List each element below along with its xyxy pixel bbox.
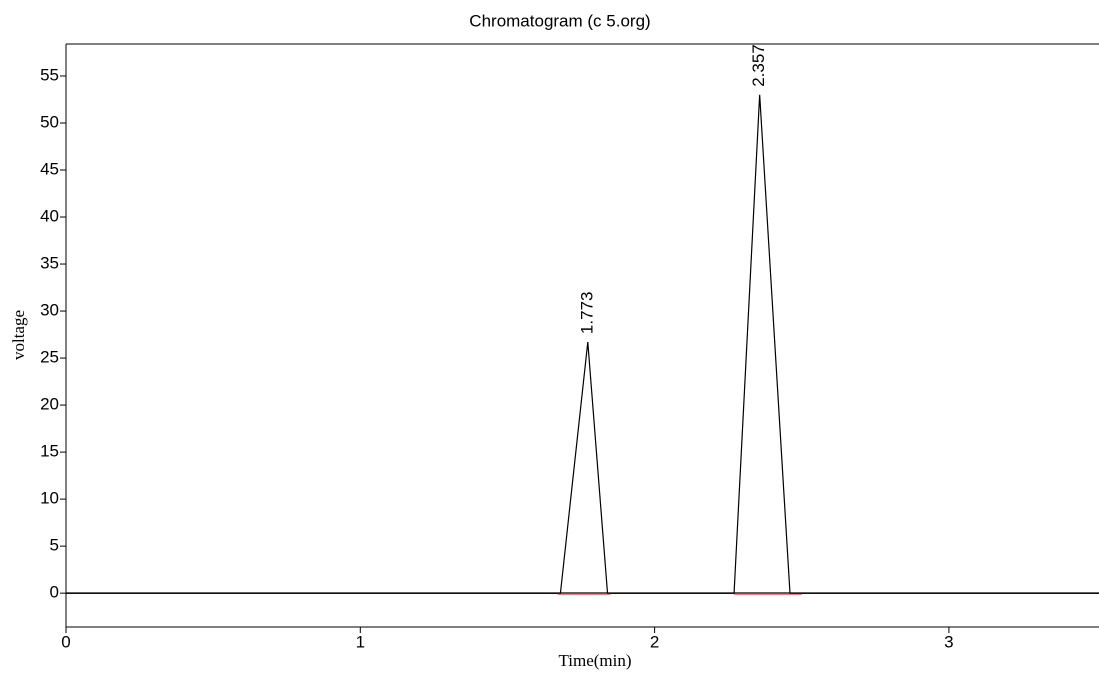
y-axis-label: voltage	[9, 310, 28, 360]
x-axis-label: Time(min)	[558, 651, 631, 670]
y-tick-label: 30	[40, 301, 59, 320]
peak-label: 1.773	[577, 292, 596, 335]
x-tick-label: 3	[944, 632, 953, 651]
y-tick-label: 25	[40, 348, 59, 367]
data-line	[66, 94, 1099, 594]
y-tick-label: 55	[40, 65, 59, 84]
y-tick-label: 45	[40, 159, 59, 178]
x-tick-label: 0	[61, 632, 70, 651]
y-tick-label: 50	[40, 112, 59, 131]
y-tick-label: 40	[40, 207, 59, 226]
x-tick-label: 2	[650, 632, 659, 651]
y-tick-label: 20	[40, 395, 59, 414]
y-tick-label: 0	[50, 583, 59, 602]
y-tick-label: 35	[40, 254, 59, 273]
chart-title: Chromatogram (c 5.org)	[469, 11, 650, 30]
y-tick-label: 5	[50, 536, 59, 555]
peak-label: 2.357	[749, 44, 768, 87]
x-tick-label: 1	[356, 632, 365, 651]
y-tick-label: 10	[40, 489, 59, 508]
y-tick-label: 15	[40, 442, 59, 461]
